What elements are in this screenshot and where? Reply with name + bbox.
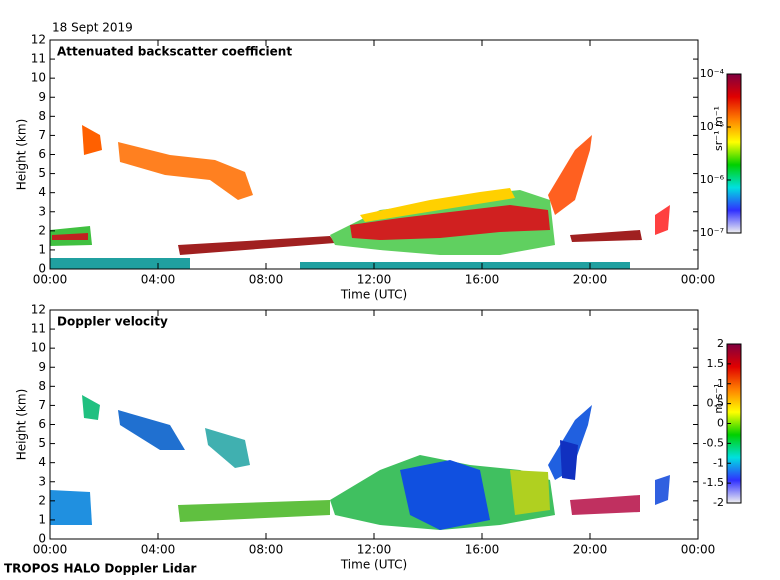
y-tick-label: 10 xyxy=(31,341,46,355)
echo-regions xyxy=(50,125,670,269)
x-tick-label: 00:00 xyxy=(681,273,716,287)
y-tick-label: 8 xyxy=(38,109,46,123)
y-tick-label: 12 xyxy=(31,303,46,317)
colorbar-tick-label: 10⁻⁵ xyxy=(700,120,724,133)
x-tick-label: 20:00 xyxy=(573,273,608,287)
y-tick-label: 9 xyxy=(38,360,46,374)
y-tick-label: 1 xyxy=(38,512,46,526)
y-tick-label: 0 xyxy=(38,532,46,546)
y-tick-label: 8 xyxy=(38,379,46,393)
y-axis-label: Height (km) xyxy=(15,389,29,460)
footer: TROPOS HALO Doppler Lidar xyxy=(4,562,197,576)
x-tick-label: 16:00 xyxy=(465,273,500,287)
y-tick-label: 9 xyxy=(38,90,46,104)
y-tick-label: 7 xyxy=(38,128,46,142)
x-tick-label: 12:00 xyxy=(357,543,392,557)
echo-regions xyxy=(50,395,670,530)
x-tick-label: 08:00 xyxy=(249,273,284,287)
colorbar-tick-label: 10⁻⁷ xyxy=(700,226,724,239)
colorbar-tick-label: -1.5 xyxy=(703,476,724,489)
panel-title: Attenuated backscatter coefficient xyxy=(57,45,292,59)
y-tick-label: 6 xyxy=(38,147,46,161)
colorbar-tick-label: 0.5 xyxy=(707,397,725,410)
colorbar-tick-label: 0 xyxy=(717,417,724,430)
y-axis-label: Height (km) xyxy=(15,119,29,190)
colorbar-tick-label: 10⁻⁴ xyxy=(700,67,725,80)
y-tick-label: 11 xyxy=(31,322,46,336)
y-tick-label: 0 xyxy=(38,262,46,276)
y-tick-label: 3 xyxy=(38,204,46,218)
y-tick-label: 7 xyxy=(38,398,46,412)
colorbar-tick-label: 1.5 xyxy=(707,357,725,370)
x-tick-label: 08:00 xyxy=(249,543,284,557)
y-tick-label: 10 xyxy=(31,71,46,85)
y-tick-label: 2 xyxy=(38,493,46,507)
colorbar xyxy=(726,73,742,234)
y-tick-label: 11 xyxy=(31,52,46,66)
colorbar-tick-label: -1 xyxy=(713,456,724,469)
x-axis-label: Time (UTC) xyxy=(340,288,407,302)
colorbar-label: m s⁻¹ xyxy=(712,383,725,413)
colorbar-tick-label: -0.5 xyxy=(703,436,724,449)
x-tick-label: 12:00 xyxy=(357,273,392,287)
x-tick-label: 04:00 xyxy=(141,273,176,287)
colorbar-tick-label: 2 xyxy=(717,337,724,350)
x-tick-label: 00:00 xyxy=(681,543,716,557)
panel-title: Doppler velocity xyxy=(57,315,168,329)
colorbar-tick-label: 10⁻⁶ xyxy=(700,173,725,186)
y-tick-label: 1 xyxy=(38,242,46,256)
y-tick-label: 4 xyxy=(38,455,46,469)
colorbar-tick-label: 1 xyxy=(717,377,724,390)
date: 18 Sept 2019 xyxy=(52,21,133,35)
x-tick-label: 04:00 xyxy=(141,543,176,557)
y-tick-label: 6 xyxy=(38,417,46,431)
colorbar-tick-label: -2 xyxy=(713,496,724,509)
y-tick-label: 2 xyxy=(38,223,46,237)
x-tick-label: 16:00 xyxy=(465,543,500,557)
y-tick-label: 3 xyxy=(38,474,46,488)
x-tick-label: 00:00 xyxy=(33,543,68,557)
colorbar-label: sr⁻¹ m⁻¹ xyxy=(712,106,725,151)
x-tick-label: 00:00 xyxy=(33,273,68,287)
y-tick-label: 12 xyxy=(31,33,46,47)
x-tick-label: 20:00 xyxy=(573,543,608,557)
y-tick-label: 5 xyxy=(38,436,46,450)
y-tick-label: 5 xyxy=(38,166,46,180)
y-tick-label: 4 xyxy=(38,185,46,199)
x-axis-label: Time (UTC) xyxy=(340,558,407,572)
